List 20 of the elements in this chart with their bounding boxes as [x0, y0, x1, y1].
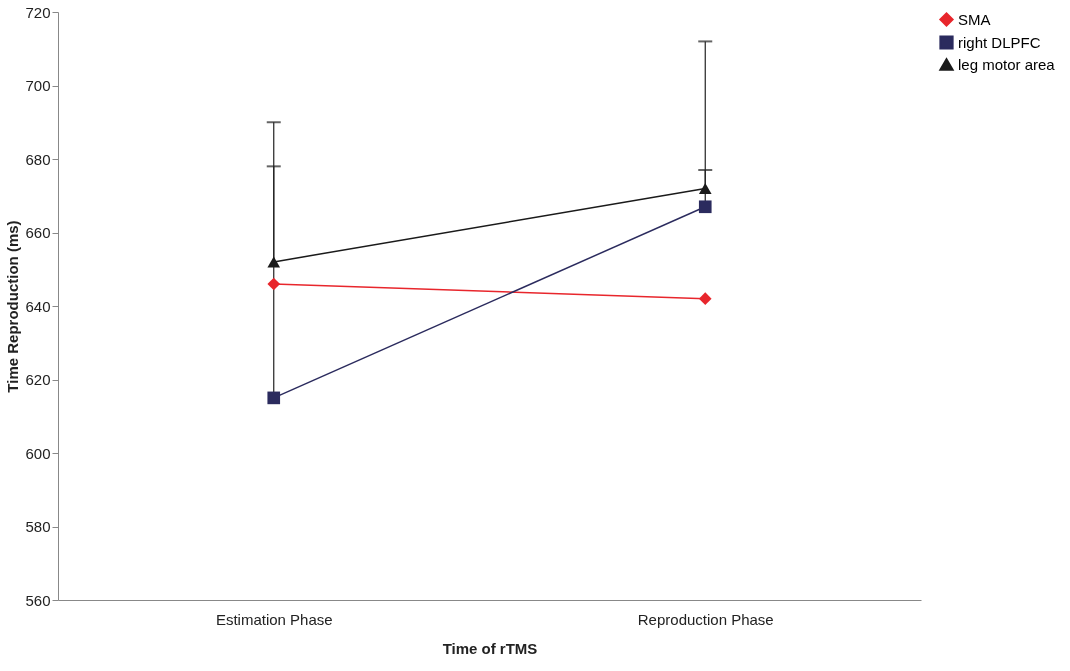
y-tick-label: 720	[25, 3, 51, 21]
x-tick-label: Reproduction Phase	[637, 610, 774, 628]
point	[267, 391, 281, 405]
y-axis-title: Time Reproduction (ms)	[4, 220, 22, 393]
y-tick-label: 700	[25, 77, 51, 94]
x-tick-label: Estimation Phase	[215, 610, 333, 628]
x-axis-title: Time of rTMS	[442, 639, 538, 657]
y-tick-label: 660	[25, 224, 51, 241]
y-tick-label: 640	[25, 297, 51, 315]
y-tick-label: 580	[25, 518, 51, 535]
point	[698, 200, 712, 214]
legend-label: leg motor area	[958, 55, 1056, 73]
point	[698, 292, 712, 305]
y-tick-label: 680	[25, 150, 51, 168]
point	[267, 277, 281, 291]
y-tick-label: 600	[25, 444, 51, 462]
legend-label: SMA	[958, 10, 991, 28]
legend-label: right DLPFC	[958, 33, 1041, 51]
y-tick-label: 560	[25, 591, 51, 609]
y-tick-label: 620	[25, 371, 51, 388]
